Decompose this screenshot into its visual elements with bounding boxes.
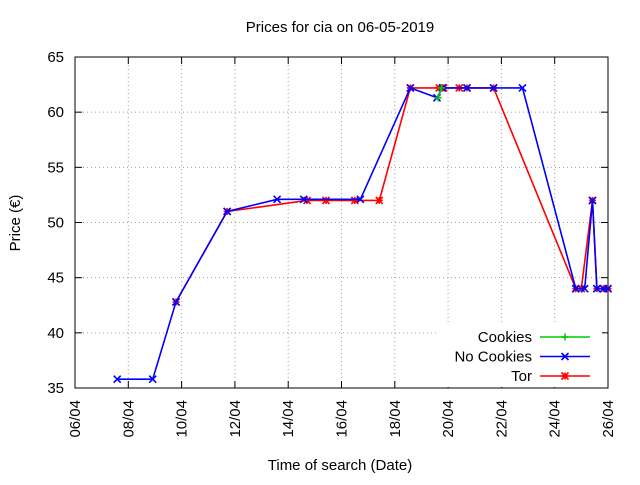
legend-marker-no-cookies [560, 352, 570, 361]
data-point-no-cookies [171, 297, 181, 307]
data-point-no-cookies [588, 196, 597, 205]
y-tick-label: 50 [47, 215, 64, 232]
y-tick-label: 45 [47, 270, 64, 287]
legend-marker-tor [560, 371, 570, 381]
x-tick-label: 14/04 [280, 400, 297, 438]
data-point-tor [375, 196, 384, 205]
data-point-no-cookies [603, 284, 613, 293]
y-axis-label: Price (€) [7, 195, 24, 252]
data-point-no-cookies [518, 83, 527, 92]
x-tick-label: 06/04 [67, 400, 84, 438]
data-point-no-cookies [489, 83, 498, 92]
legend-marker-cookies [561, 333, 569, 341]
x-tick-label: 22/04 [493, 400, 510, 438]
data-point-no-cookies [462, 83, 472, 92]
x-tick-label: 24/04 [547, 400, 564, 438]
y-tick-label: 40 [47, 325, 64, 342]
x-axis-label: Time of search (Date) [268, 457, 413, 474]
data-point-no-cookies [148, 375, 157, 384]
data-point-no-cookies [273, 195, 282, 204]
data-point-no-cookies [113, 375, 122, 384]
data-point-cookies [434, 94, 442, 102]
data-point-cookies [437, 84, 445, 92]
data-point-no-cookies [223, 207, 232, 216]
legend: Cookies No Cookies Tor [437, 325, 602, 387]
data-point-no-cookies [356, 195, 365, 204]
axes: 35 40 45 50 55 60 65 06/04 08/04 10/04 12/04 14/04 1… [47, 49, 617, 438]
legend-label-no-cookies: No Cookies [454, 349, 532, 366]
data-point-no-cookies [592, 284, 601, 293]
x-tick-label: 08/04 [120, 400, 137, 438]
series-group [113, 83, 613, 384]
plot-border [74, 56, 609, 389]
y-tick-label: 35 [47, 380, 64, 397]
x-tick-label: 16/04 [334, 400, 351, 438]
x-tick-label: 12/04 [227, 400, 244, 438]
y-tick-label: 65 [47, 49, 64, 66]
x-tick-label: 18/04 [387, 400, 404, 438]
data-point-no-cookies [406, 83, 415, 92]
data-point-no-cookies [571, 284, 580, 293]
data-point-tor [321, 196, 331, 205]
data-point-no-cookies [299, 195, 308, 204]
chart-title: Prices for cia on 06-05-2019 [246, 19, 434, 36]
y-tick-label: 55 [47, 159, 64, 176]
x-tick-label: 20/04 [440, 400, 457, 438]
legend-label-tor: Tor [511, 368, 532, 385]
data-point-no-cookies [580, 284, 589, 293]
x-tick-label: 10/04 [174, 400, 191, 438]
x-tick-label: 26/04 [600, 400, 617, 438]
legend-label-cookies: Cookies [478, 329, 532, 346]
y-tick-label: 60 [47, 104, 64, 121]
